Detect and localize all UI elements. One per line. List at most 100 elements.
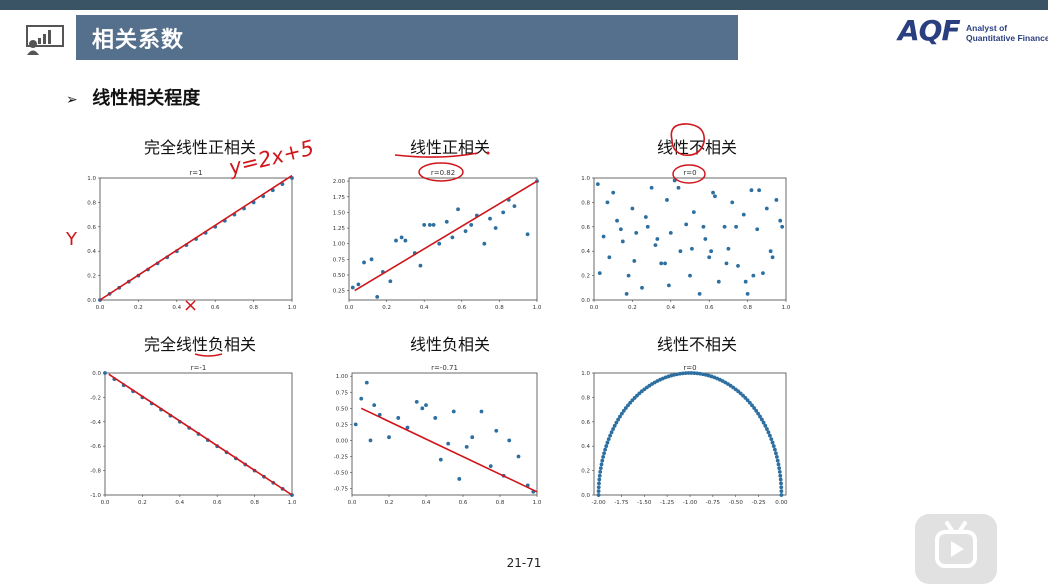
chart-title-3: r=-1 <box>191 364 207 372</box>
y-tick-label: 0.4 <box>581 249 590 255</box>
data-point <box>768 249 773 254</box>
x-tick-label: -1.25 <box>660 500 675 506</box>
bullet-arrow-icon: ➢ <box>66 92 78 108</box>
x-tick-label: 0.4 <box>420 305 429 311</box>
data-point <box>420 406 425 411</box>
data-point <box>695 371 700 376</box>
x-tick-label: 0.2 <box>134 305 143 311</box>
y-tick-label: 0.8 <box>87 200 96 206</box>
data-point <box>621 408 626 413</box>
data-point <box>488 464 493 469</box>
data-point <box>450 235 455 240</box>
data-point <box>758 414 762 419</box>
data-point <box>394 238 398 243</box>
data-point <box>493 226 498 230</box>
x-tick-label: 0.6 <box>705 305 714 311</box>
data-point <box>777 470 782 474</box>
data-point <box>456 207 460 212</box>
data-point <box>597 477 602 482</box>
play-button[interactable] <box>915 514 997 584</box>
logo-mark: AQF <box>898 14 961 47</box>
data-point <box>703 237 708 241</box>
data-point <box>479 409 484 414</box>
x-tick-label: 0.0 <box>348 500 357 506</box>
x-tick-label: 0.6 <box>213 500 222 506</box>
data-point <box>738 391 743 396</box>
data-point <box>464 444 469 449</box>
fit-line <box>354 180 538 292</box>
data-point <box>405 425 410 430</box>
data-point <box>396 416 401 420</box>
data-point <box>619 411 624 416</box>
data-point <box>482 241 487 246</box>
y-tick-label: 1.75 <box>333 195 346 201</box>
data-point <box>764 206 769 211</box>
data-point <box>605 440 610 445</box>
data-point <box>752 406 757 410</box>
data-point <box>618 414 622 419</box>
data-point <box>730 200 735 205</box>
data-point <box>463 229 468 234</box>
y-tick-label: -0.2 <box>90 395 101 401</box>
data-point <box>684 222 689 227</box>
data-point <box>711 190 715 195</box>
data-point <box>774 198 779 202</box>
data-point <box>628 400 633 405</box>
data-point <box>769 437 774 441</box>
data-point <box>632 396 637 400</box>
data-point <box>507 438 512 443</box>
data-point <box>771 444 776 448</box>
data-point <box>451 409 456 414</box>
data-point <box>750 403 754 408</box>
data-point <box>630 206 635 211</box>
data-point <box>626 403 630 408</box>
data-point <box>596 493 601 497</box>
data-point <box>756 411 761 416</box>
y-tick-label: 0.6 <box>581 225 590 231</box>
y-tick-label: 0.50 <box>333 273 346 279</box>
data-point <box>722 224 727 229</box>
data-point <box>387 435 391 440</box>
y-tick-label: 0.8 <box>581 395 590 401</box>
data-point <box>369 257 374 262</box>
data-point <box>743 279 748 284</box>
plot-frame <box>99 177 293 301</box>
data-point <box>645 224 650 229</box>
data-point <box>678 249 683 254</box>
data-point <box>770 255 775 260</box>
data-point <box>433 416 438 420</box>
data-point <box>427 223 432 227</box>
y-tick-label: 0.6 <box>581 420 590 426</box>
data-point <box>501 210 506 215</box>
y-tick-label: 1.0 <box>581 371 590 377</box>
data-point <box>350 285 355 290</box>
x-tick-label: 0.0 <box>345 305 354 311</box>
data-point <box>770 440 775 445</box>
data-point <box>626 273 631 278</box>
x-tick-label: -1.75 <box>614 500 629 506</box>
x-tick-label: 0.4 <box>422 500 431 506</box>
chart-title-1: r=0.82 <box>431 169 455 177</box>
data-point <box>676 185 681 190</box>
x-tick-label: 0.8 <box>250 500 259 506</box>
data-point <box>772 447 777 452</box>
dot-mark <box>486 151 490 155</box>
data-point <box>741 212 746 217</box>
chart-title-0: r=1 <box>189 169 202 177</box>
x-tick-label: -0.75 <box>706 500 721 506</box>
data-point <box>457 477 462 481</box>
data-point <box>683 371 688 376</box>
data-point <box>601 234 606 239</box>
data-point <box>444 219 449 224</box>
fit-line <box>99 174 293 301</box>
y-tick-label: 0.75 <box>333 257 346 263</box>
data-point <box>634 231 639 235</box>
logo-subtitle: Analyst of Quantitative Finance <box>966 23 1048 43</box>
y-tick-label: -0.50 <box>334 471 349 477</box>
presenter-icon <box>26 25 64 55</box>
data-point <box>512 204 517 209</box>
data-point <box>377 412 382 417</box>
